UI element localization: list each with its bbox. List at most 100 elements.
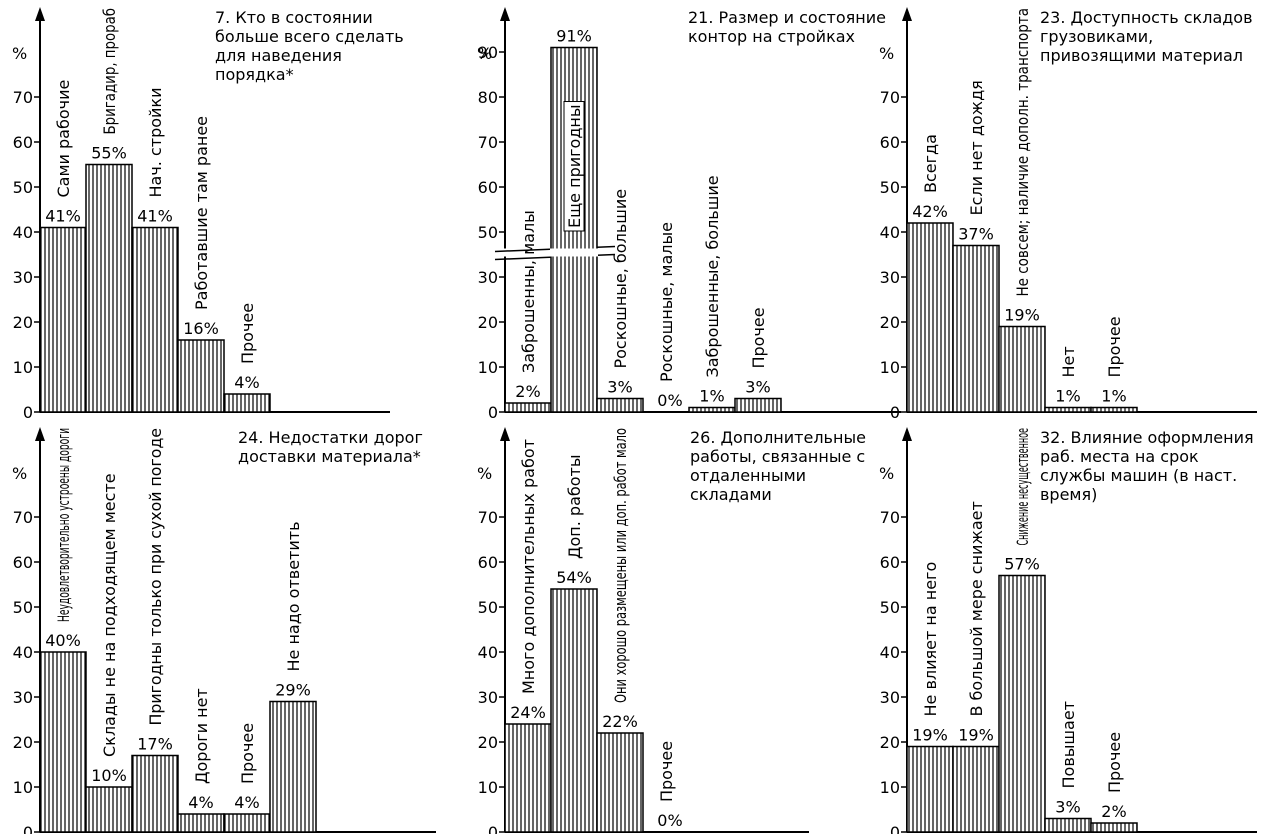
value-label: 1% [1055,387,1080,406]
value-label: 57% [1004,555,1040,574]
chart-title: 26. Дополнительные работы, связанные с о… [690,428,866,504]
chart-title: 32. Влияние оформления раб. места на сро… [1040,428,1254,504]
category-label: Заброшенны, малы [519,210,538,373]
bar [223,813,271,833]
value-label: 40% [45,631,81,650]
bar [1044,817,1092,833]
y-axis-label: % [477,464,492,483]
y-tick-label: 20 [13,733,33,752]
chart-panel: % 0 10 20 30 40 50 60 70 41% Сами рабочие 55% Бригад… [12,7,404,422]
bar [1090,406,1138,413]
value-label: 4% [234,793,259,812]
bar [906,745,954,833]
bar [952,745,1000,833]
y-axis-label: % [879,44,894,63]
category-label: Повышает [1059,701,1078,789]
category-label: Прочее [657,741,676,802]
axis-arrow [500,427,510,441]
y-tick-label: 30 [478,688,498,707]
chart-panel: % 0 10 20 30 40 50 60 70 19% Не влияет на него 19% В… [879,427,1257,834]
bar [596,732,644,833]
y-tick-label: 30 [478,268,498,287]
category-label: Работавшие там ранее [192,116,211,310]
bar [998,325,1046,413]
title-box: 7. Кто в состоянии больше всего сделать … [215,8,404,84]
y-tick-label: 70 [478,133,498,152]
value-label: 3% [745,378,770,397]
category-label: Не надо ответить [284,521,303,671]
y-tick-label: 30 [880,688,900,707]
category-label: Прочее [749,307,768,368]
value-label: 54% [556,568,592,587]
bar [504,723,552,833]
y-tick-label: 0 [488,403,498,422]
title-box: 23. Доступность складов грузовиками, при… [1040,8,1253,65]
y-tick-label: 30 [880,268,900,287]
y-tick-label: 20 [880,313,900,332]
value-label: 2% [1101,802,1126,821]
bar [550,588,598,833]
category-label: Бригадир, прораб [100,8,119,135]
category-label: Если нет дождя [967,80,986,215]
bar [131,754,179,833]
value-label: 10% [91,766,127,785]
category-label-bg [563,101,585,232]
bar [39,651,87,833]
chart-panel: % 0 10 20 30 40 50 60 70 40% Неудовлетворительно у… [12,427,436,834]
y-tick-label: 10 [880,778,900,797]
bar [1044,406,1092,413]
bar [1090,822,1138,833]
category-label: Прочее [238,723,257,784]
y-axis-label: % [477,44,492,63]
value-label: 1% [1101,387,1126,406]
y-tick-label: 30 [13,268,33,287]
value-label: 4% [188,793,213,812]
y-tick-label: 40 [13,643,33,662]
value-label: 3% [607,378,632,397]
y-tick-label: 70 [880,508,900,527]
axis-arrow [35,7,45,21]
y-tick-label: 20 [478,733,498,752]
y-tick-label: 0 [890,823,900,834]
category-label: Сами рабочие [54,80,73,198]
value-label: 3% [1055,798,1080,817]
y-tick-label: 60 [478,178,498,197]
y-tick-label: 50 [13,178,33,197]
category-label: Прочее [1105,316,1124,377]
y-tick-label: 70 [880,88,900,107]
y-tick-label: 70 [13,88,33,107]
bar [504,402,552,413]
y-tick-label: 10 [880,358,900,377]
category-label: В большой мере снижает [967,501,986,716]
value-label: 19% [1004,306,1040,325]
y-tick-label: 0 [890,403,900,422]
bar [734,397,782,413]
chart-panel: % 0 10 20 30 40 50 60 70 42% Всегда 37% Если нет дож… [879,7,1257,422]
bar [906,222,954,413]
value-label: 2% [515,382,540,401]
y-tick-label: 20 [880,733,900,752]
category-label: Много дополнительных работ [519,439,538,694]
title-box: 21. Размер и состояние контор на стройка… [688,8,886,46]
value-label: 55% [91,144,127,163]
y-tick-label: 40 [880,643,900,662]
value-label: 41% [45,207,81,226]
y-axis-label: % [879,464,894,483]
y-tick-label: 10 [478,778,498,797]
bar [688,406,736,413]
value-label: 17% [137,735,173,754]
y-tick-label: 0 [23,823,33,834]
value-label: 16% [183,319,219,338]
value-label: 22% [602,712,638,731]
y-tick-label: 0 [23,403,33,422]
y-tick-label: 20 [478,313,498,332]
category-label: Они хорошо размещены или доп. работ мало [611,428,630,703]
y-tick-label: 10 [13,358,33,377]
axis-arrow [902,7,912,21]
category-label: Всегда [921,134,940,193]
value-label: 4% [234,373,259,392]
y-tick-label: 10 [13,778,33,797]
y-tick-label: 60 [880,133,900,152]
value-label: 24% [510,703,546,722]
y-tick-label: 90 [478,43,498,62]
